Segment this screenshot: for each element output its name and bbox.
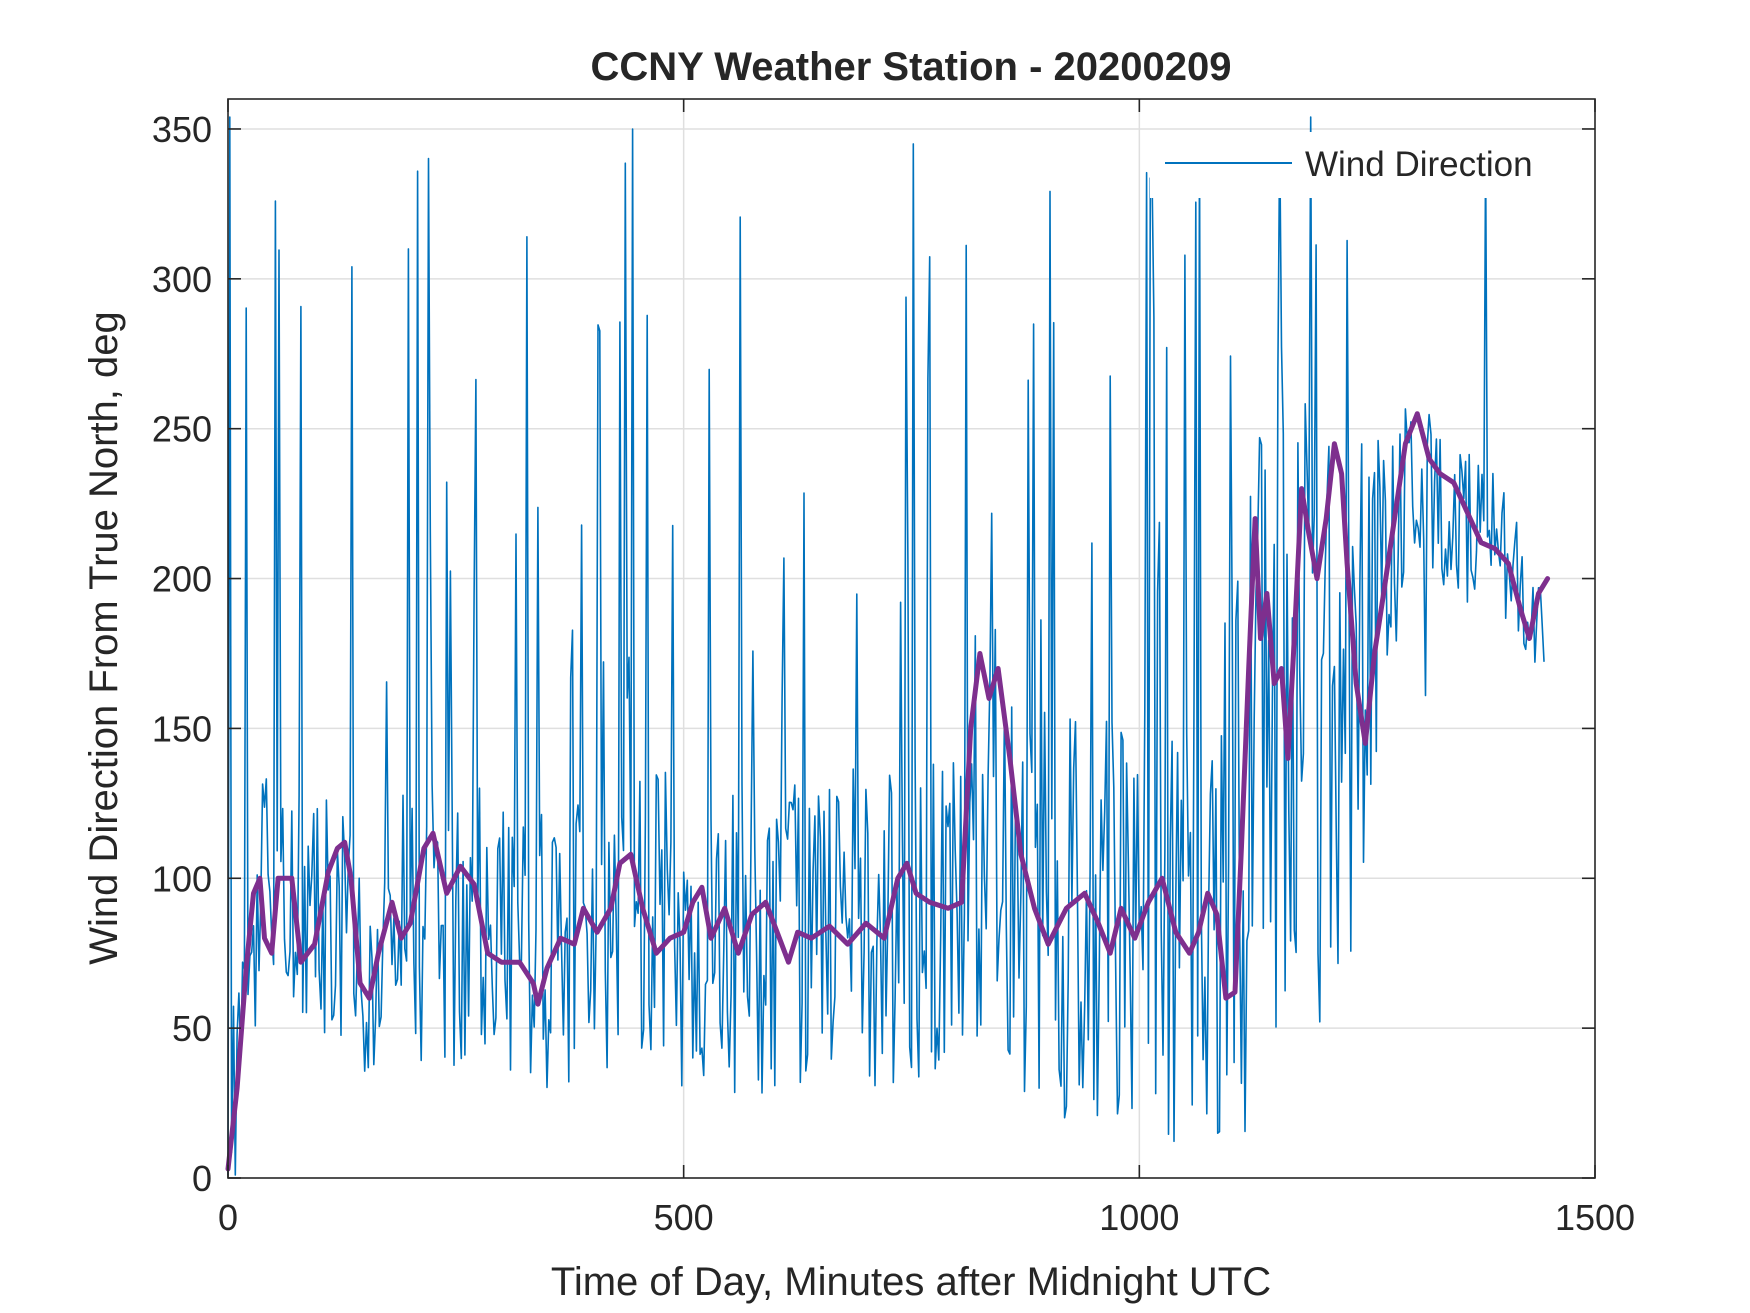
series-lines [225,116,1551,1176]
y-tick-label: 0 [192,1158,212,1199]
x-tick-label: 0 [218,1197,238,1238]
legend-label-wind-direction: Wind Direction [1305,145,1533,184]
x-tick-label: 1000 [1099,1197,1179,1238]
plot-area-frame [227,98,1596,1179]
chart-title: CCNY Weather Station - 20200209 [591,45,1232,89]
legend: Wind Direction [1150,132,1550,198]
x-tick-label: 500 [654,1197,714,1238]
x-tick-label: 1500 [1555,1197,1635,1238]
y-tick-label: 300 [152,259,212,300]
legend-box [1150,132,1550,198]
x-axis-label: Time of Day, Minutes after Midnight UTC [551,1260,1271,1304]
x-tick-labels: 0 500 1000 1500 [218,1197,1635,1238]
series-line-smoothed [225,411,1551,1172]
y-tick-label: 50 [172,1008,212,1049]
y-tick-labels: 0 50 100 150 200 250 300 350 [152,109,212,1199]
axis-ticks [227,99,1596,1179]
series-line-wind-direction [227,116,1545,1176]
y-tick-label: 250 [152,409,212,450]
y-tick-label: 100 [152,858,212,899]
y-tick-label: 150 [152,708,212,749]
y-axis-label: Wind Direction From True North, deg [82,311,126,965]
y-tick-label: 350 [152,109,212,150]
y-tick-label: 200 [152,559,212,600]
